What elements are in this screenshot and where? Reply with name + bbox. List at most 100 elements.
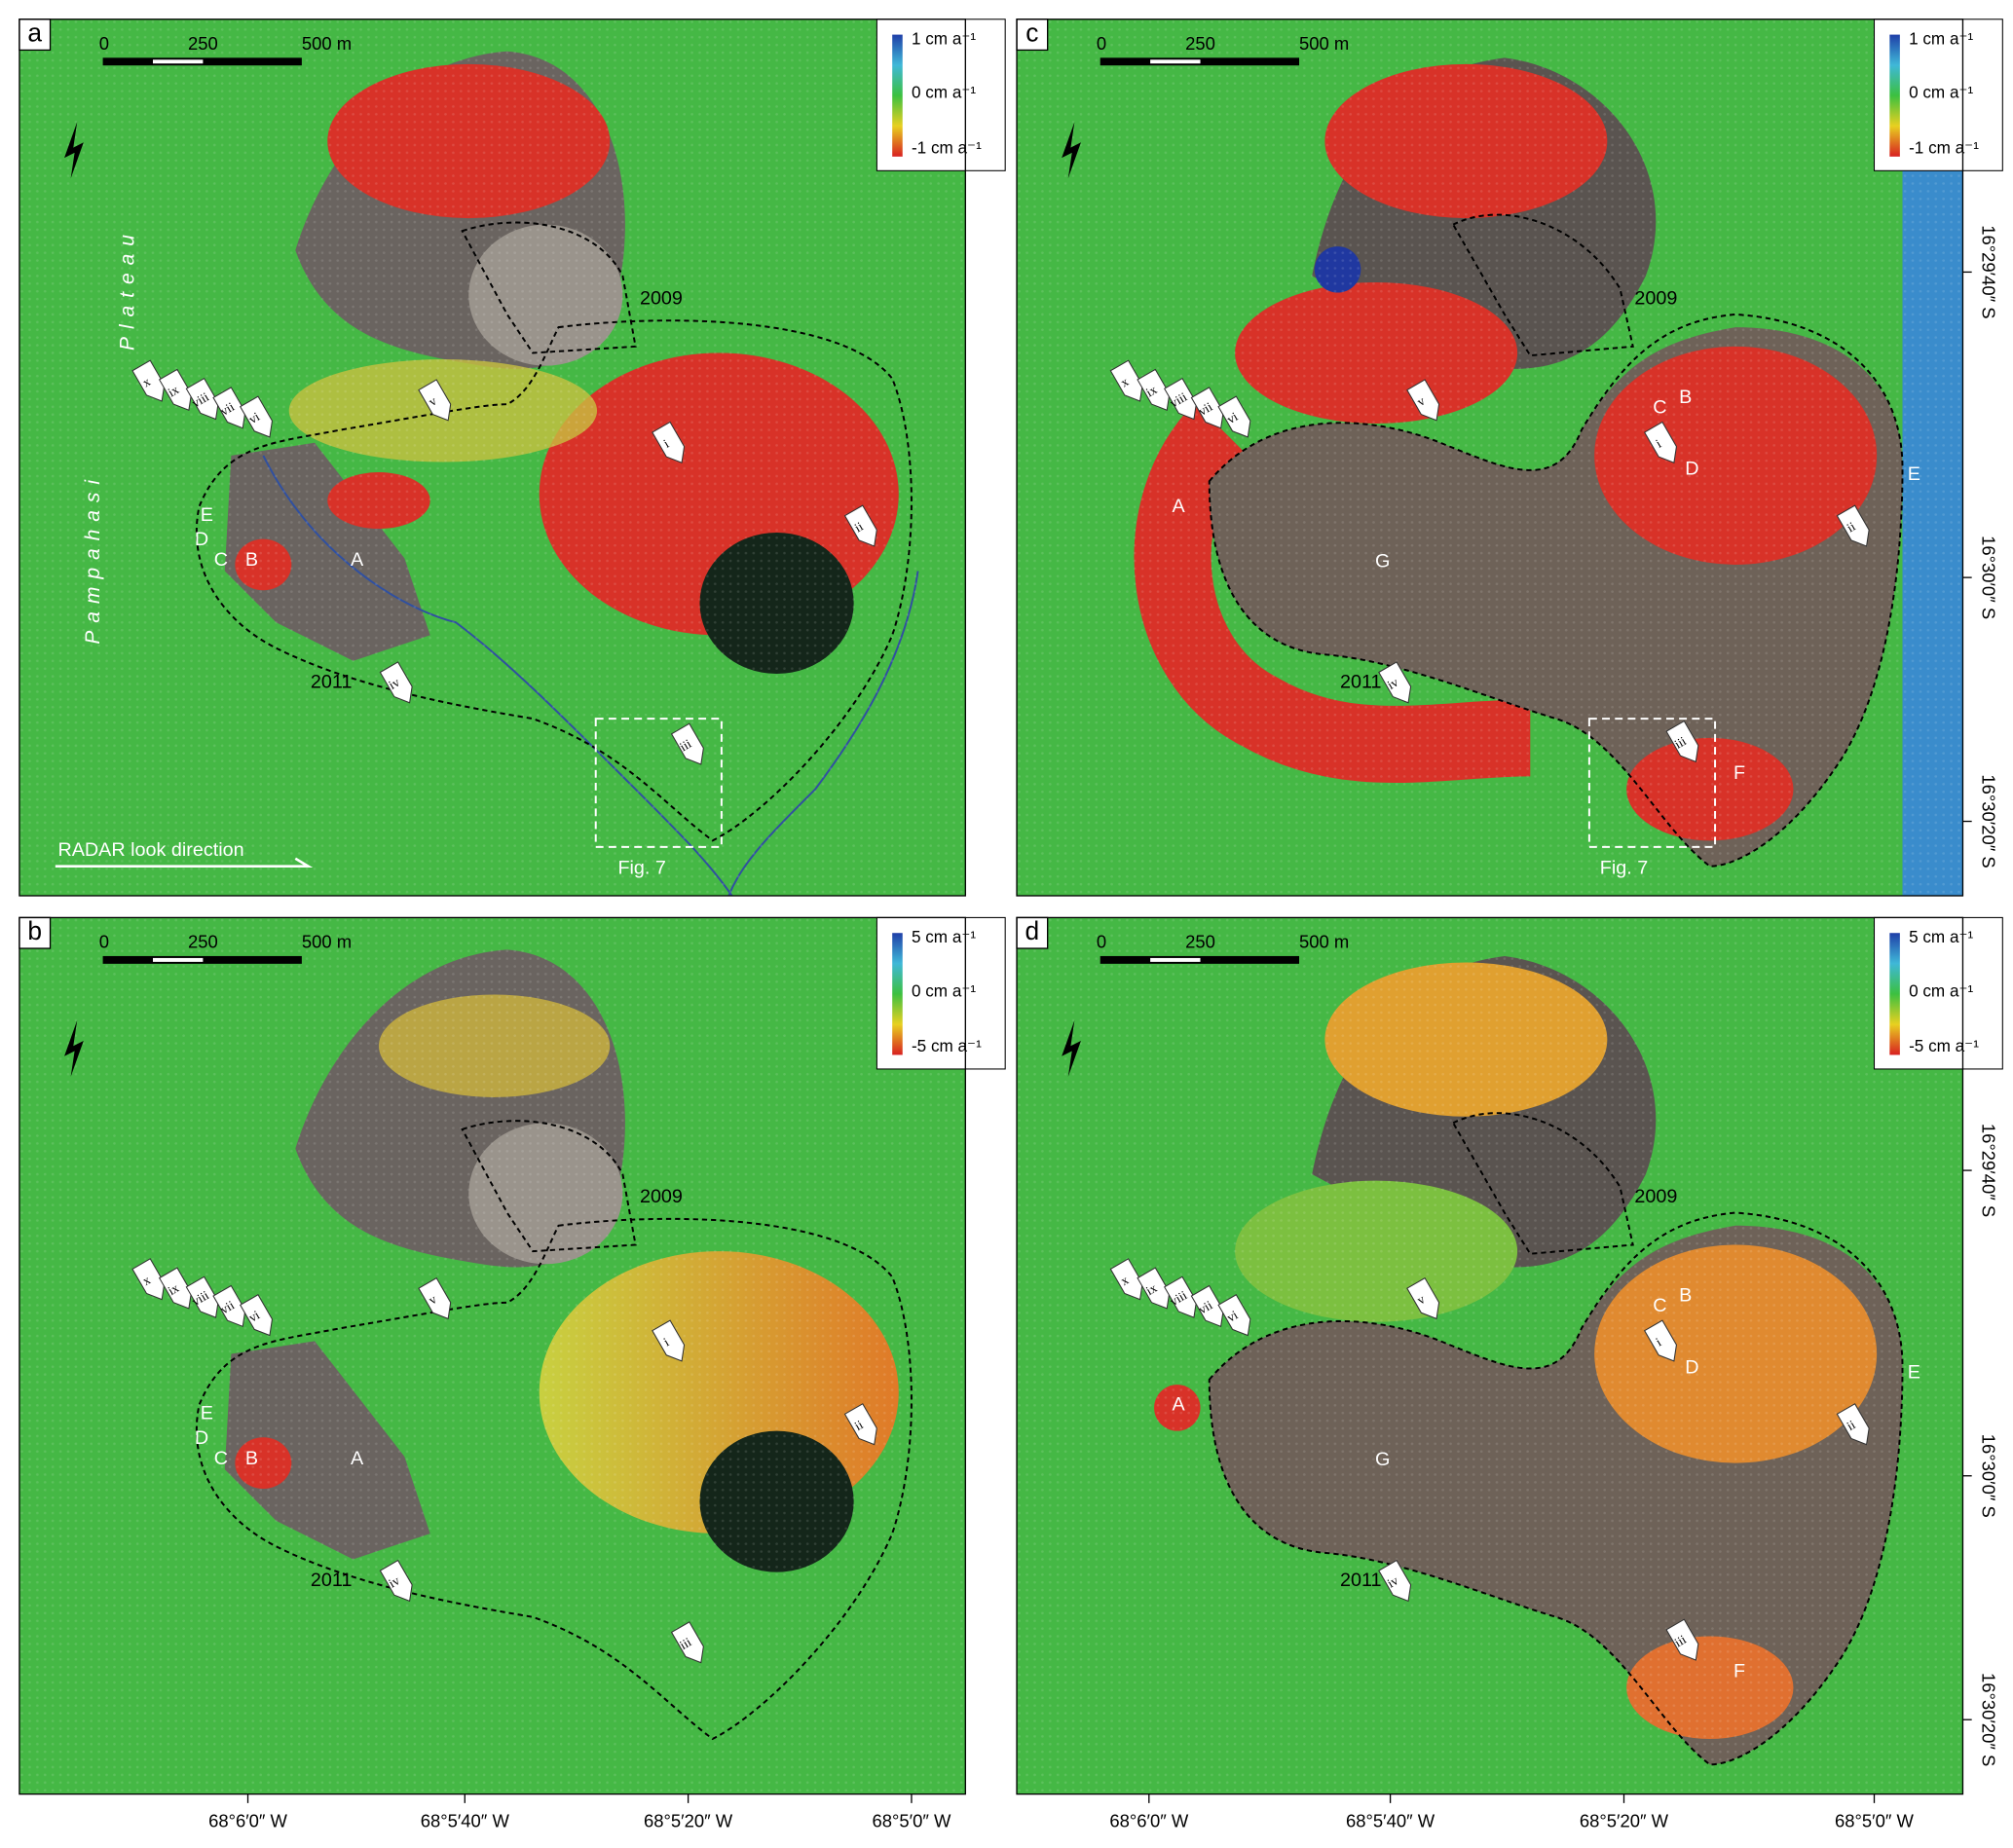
annotation: A xyxy=(351,1448,364,1469)
panel-frame xyxy=(1016,916,1964,1795)
direction-arrow: x xyxy=(131,1258,166,1301)
direction-arrow: v xyxy=(418,1276,452,1320)
panel-label: c xyxy=(1025,18,1038,48)
longitude-label: 68°5′0″ W xyxy=(1835,1811,1914,1831)
latitude-label: 16°30′20″ S xyxy=(1979,1673,1999,1766)
arrow-shape xyxy=(843,504,877,547)
arrow-shape xyxy=(379,661,413,704)
annotation: A xyxy=(1173,496,1186,517)
arrow-shape xyxy=(379,1559,413,1603)
annotation: F xyxy=(1733,762,1745,784)
legend-label: 5 cm a⁻¹ xyxy=(912,927,976,946)
panel-frame xyxy=(19,916,966,1795)
scale-label: 250 xyxy=(1185,932,1215,952)
legend-label: -5 cm a⁻¹ xyxy=(1909,1036,1979,1055)
longitude-label: 68°5′20″ W xyxy=(644,1811,733,1831)
arrow-label: i xyxy=(661,1334,672,1349)
legend-label: -5 cm a⁻¹ xyxy=(912,1036,982,1055)
scale-bar-segment xyxy=(152,957,204,962)
annotation: F xyxy=(1733,1661,1745,1682)
direction-arrow: viii xyxy=(185,1275,219,1318)
direction-arrow: viii xyxy=(1163,377,1198,421)
annotation: 2011 xyxy=(311,1570,353,1591)
longitude-label: 68°6′0″ W xyxy=(208,1811,287,1831)
direction-arrow: i xyxy=(652,421,686,464)
annotation: A xyxy=(351,549,364,571)
texture xyxy=(19,18,966,897)
arrow-shape xyxy=(843,1403,877,1446)
panel-label-box xyxy=(1016,916,1049,949)
arrow-shape xyxy=(1665,720,1699,763)
scale-label: 0 xyxy=(99,932,109,952)
arrow-shape xyxy=(1836,504,1870,547)
boundary-2011 xyxy=(1208,313,1904,868)
annotation: 2009 xyxy=(1634,1186,1677,1207)
annotation: D xyxy=(195,529,208,550)
annotation: 2011 xyxy=(311,671,353,692)
legend-label: 1 cm a⁻¹ xyxy=(1909,28,1973,48)
longitude-label: 68°5′40″ W xyxy=(421,1811,510,1831)
annotation: C xyxy=(214,1448,228,1469)
place-name: Plateau xyxy=(117,227,139,351)
colorbar xyxy=(892,34,903,157)
arrow-shape xyxy=(1378,1559,1412,1603)
boundary-2009 xyxy=(1451,213,1634,357)
panel-label: a xyxy=(27,18,42,48)
scale-label: 250 xyxy=(188,33,218,54)
annotation: G xyxy=(1375,551,1390,573)
north-arrow xyxy=(64,1019,84,1077)
radar-arrow xyxy=(55,857,314,869)
annotation: G xyxy=(1375,1449,1390,1470)
scale-bar-segment xyxy=(1150,957,1201,962)
north-arrow xyxy=(1062,122,1081,179)
scale-label: 500 m xyxy=(302,932,352,952)
annotation: B xyxy=(1679,1284,1692,1306)
scale-bar-segment xyxy=(152,59,204,64)
arrow-shape xyxy=(670,722,704,765)
boundary-2009 xyxy=(461,1120,637,1253)
arrow-shape xyxy=(1643,421,1677,464)
scale-label: 500 m xyxy=(302,33,352,54)
direction-arrow: ii xyxy=(843,504,877,547)
arrow-shape xyxy=(1217,1294,1251,1337)
annotation: C xyxy=(1653,1295,1666,1316)
annotation: E xyxy=(1908,463,1920,485)
boundary-2011 xyxy=(195,1217,913,1741)
scale-label: 0 xyxy=(1097,33,1106,54)
colorbar xyxy=(1889,933,1900,1055)
longitude-label: 68°5′0″ W xyxy=(873,1811,951,1831)
scale-label: 250 xyxy=(188,932,218,952)
direction-arrow: v xyxy=(418,379,452,422)
boundary-2009 xyxy=(461,221,637,354)
texture xyxy=(1017,18,1963,897)
annotation: Fig. 7 xyxy=(617,858,665,879)
longitude-label: 68°5′40″ W xyxy=(1346,1811,1435,1831)
arrow-shape xyxy=(239,395,274,438)
legend-label: 0 cm a⁻¹ xyxy=(1909,980,1973,1000)
annotation: 2009 xyxy=(640,287,683,309)
colorbar xyxy=(892,933,903,1055)
latitude-label: 16°29′40″ S xyxy=(1979,1124,1999,1217)
north-arrow xyxy=(1062,1019,1081,1077)
arrow-shape xyxy=(418,379,452,422)
direction-arrow: iii xyxy=(1665,720,1699,763)
texture xyxy=(1017,917,1963,1794)
longitude-label: 68°6′0″ W xyxy=(1109,1811,1188,1831)
annotation: E xyxy=(201,504,213,526)
direction-arrow: iv xyxy=(1378,661,1412,704)
scale-label: 0 xyxy=(1097,932,1106,952)
direction-arrow: vi xyxy=(1217,1294,1251,1337)
arrow-shape xyxy=(1217,395,1251,438)
arrow-shape xyxy=(1378,661,1412,704)
colorbar xyxy=(1889,34,1900,157)
direction-arrow: iii xyxy=(670,1621,704,1664)
longitude-label: 68°5′20″ W xyxy=(1580,1811,1669,1831)
map-content xyxy=(1017,917,1963,1794)
arrow-shape xyxy=(652,421,686,464)
scale-label: 500 m xyxy=(1299,932,1349,952)
annotation: 2009 xyxy=(640,1186,683,1207)
direction-arrow: iv xyxy=(1378,1559,1412,1603)
